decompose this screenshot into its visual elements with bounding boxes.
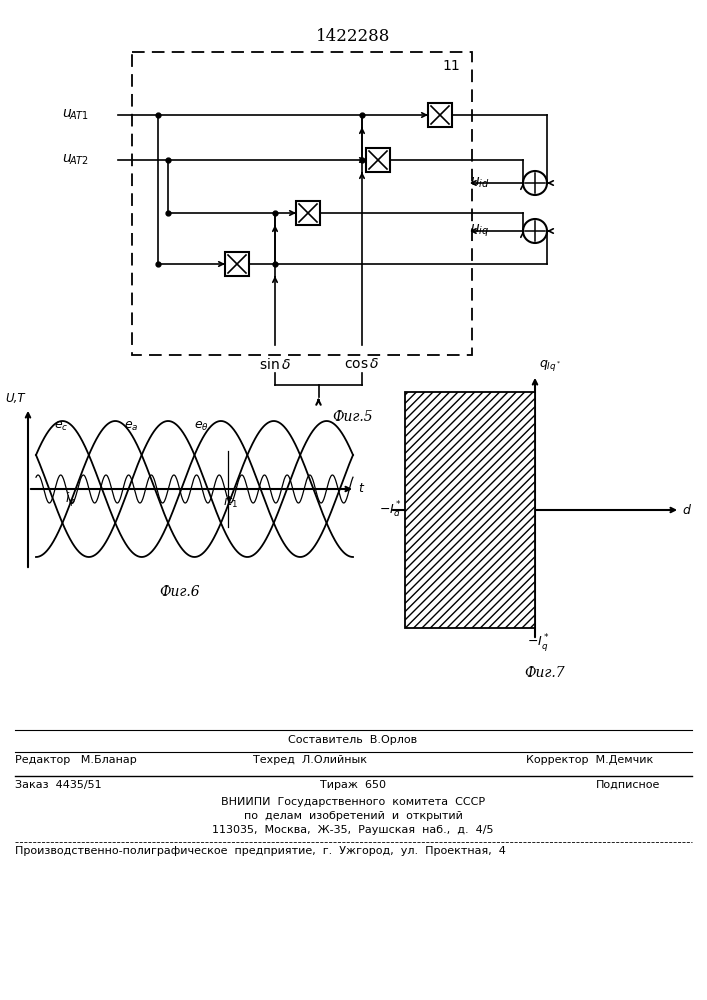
Text: d: d [682, 504, 690, 516]
Text: $e_c$: $e_c$ [54, 420, 68, 433]
Text: $u_{\!AT1}$: $u_{\!AT1}$ [62, 108, 89, 122]
Polygon shape [225, 252, 249, 276]
Text: Фиг.7: Фиг.7 [525, 666, 566, 680]
Text: 11: 11 [443, 59, 460, 73]
Polygon shape [296, 201, 320, 225]
Text: Тираж  650: Тираж 650 [320, 780, 386, 790]
Text: $i_\varphi$: $i_\varphi$ [66, 491, 76, 509]
Text: $-I_q^*$: $-I_q^*$ [527, 632, 549, 654]
Text: $e_a$: $e_a$ [124, 420, 139, 433]
Text: U,T: U,T [6, 392, 25, 405]
Text: $u_{\!AT2}$: $u_{\!AT2}$ [62, 153, 89, 167]
Text: ВНИИПИ  Государственного  комитета  СССР: ВНИИПИ Государственного комитета СССР [221, 797, 485, 807]
Text: Производственно-полиграфическое  предприятие,  г.  Ужгород,  ул.  Проектная,  4: Производственно-полиграфическое предприя… [15, 846, 506, 856]
Text: $e_\theta$: $e_\theta$ [194, 420, 209, 433]
Text: $u_{iq}$: $u_{iq}$ [470, 223, 489, 239]
Text: по  делам  изобретений  и  открытий: по делам изобретений и открытий [244, 811, 462, 821]
Polygon shape [405, 392, 535, 628]
Text: Корректор  М.Демчик: Корректор М.Демчик [527, 755, 654, 765]
Text: Подписное: Подписное [595, 780, 660, 790]
Text: $\sin\delta$: $\sin\delta$ [259, 357, 291, 372]
Polygon shape [428, 103, 452, 127]
Circle shape [523, 219, 547, 243]
Text: Составитель  В.Орлов: Составитель В.Орлов [288, 735, 418, 745]
Text: $u_{id}$: $u_{id}$ [470, 176, 490, 190]
Text: Фиг.6: Фиг.6 [160, 585, 200, 599]
Text: Редактор   М.Бланар: Редактор М.Бланар [15, 755, 136, 765]
Text: t: t [358, 482, 363, 494]
Text: Заказ  4435/51: Заказ 4435/51 [15, 780, 102, 790]
Text: 113035,  Москва,  Ж-35,  Раушская  наб.,  д.  4/5: 113035, Москва, Ж-35, Раушская наб., д. … [212, 825, 493, 835]
Text: Фиг.5: Фиг.5 [333, 410, 373, 424]
Polygon shape [366, 148, 390, 172]
Text: $\cos\delta$: $\cos\delta$ [344, 357, 380, 371]
Text: $q_{Iq^*}$: $q_{Iq^*}$ [539, 358, 561, 373]
Text: $it_1$: $it_1$ [223, 494, 238, 510]
Text: Техред  Л.Олийнык: Техред Л.Олийнык [253, 755, 367, 765]
Text: 1422288: 1422288 [316, 28, 390, 45]
Text: $-I_d^*$: $-I_d^*$ [379, 500, 402, 520]
Circle shape [523, 171, 547, 195]
